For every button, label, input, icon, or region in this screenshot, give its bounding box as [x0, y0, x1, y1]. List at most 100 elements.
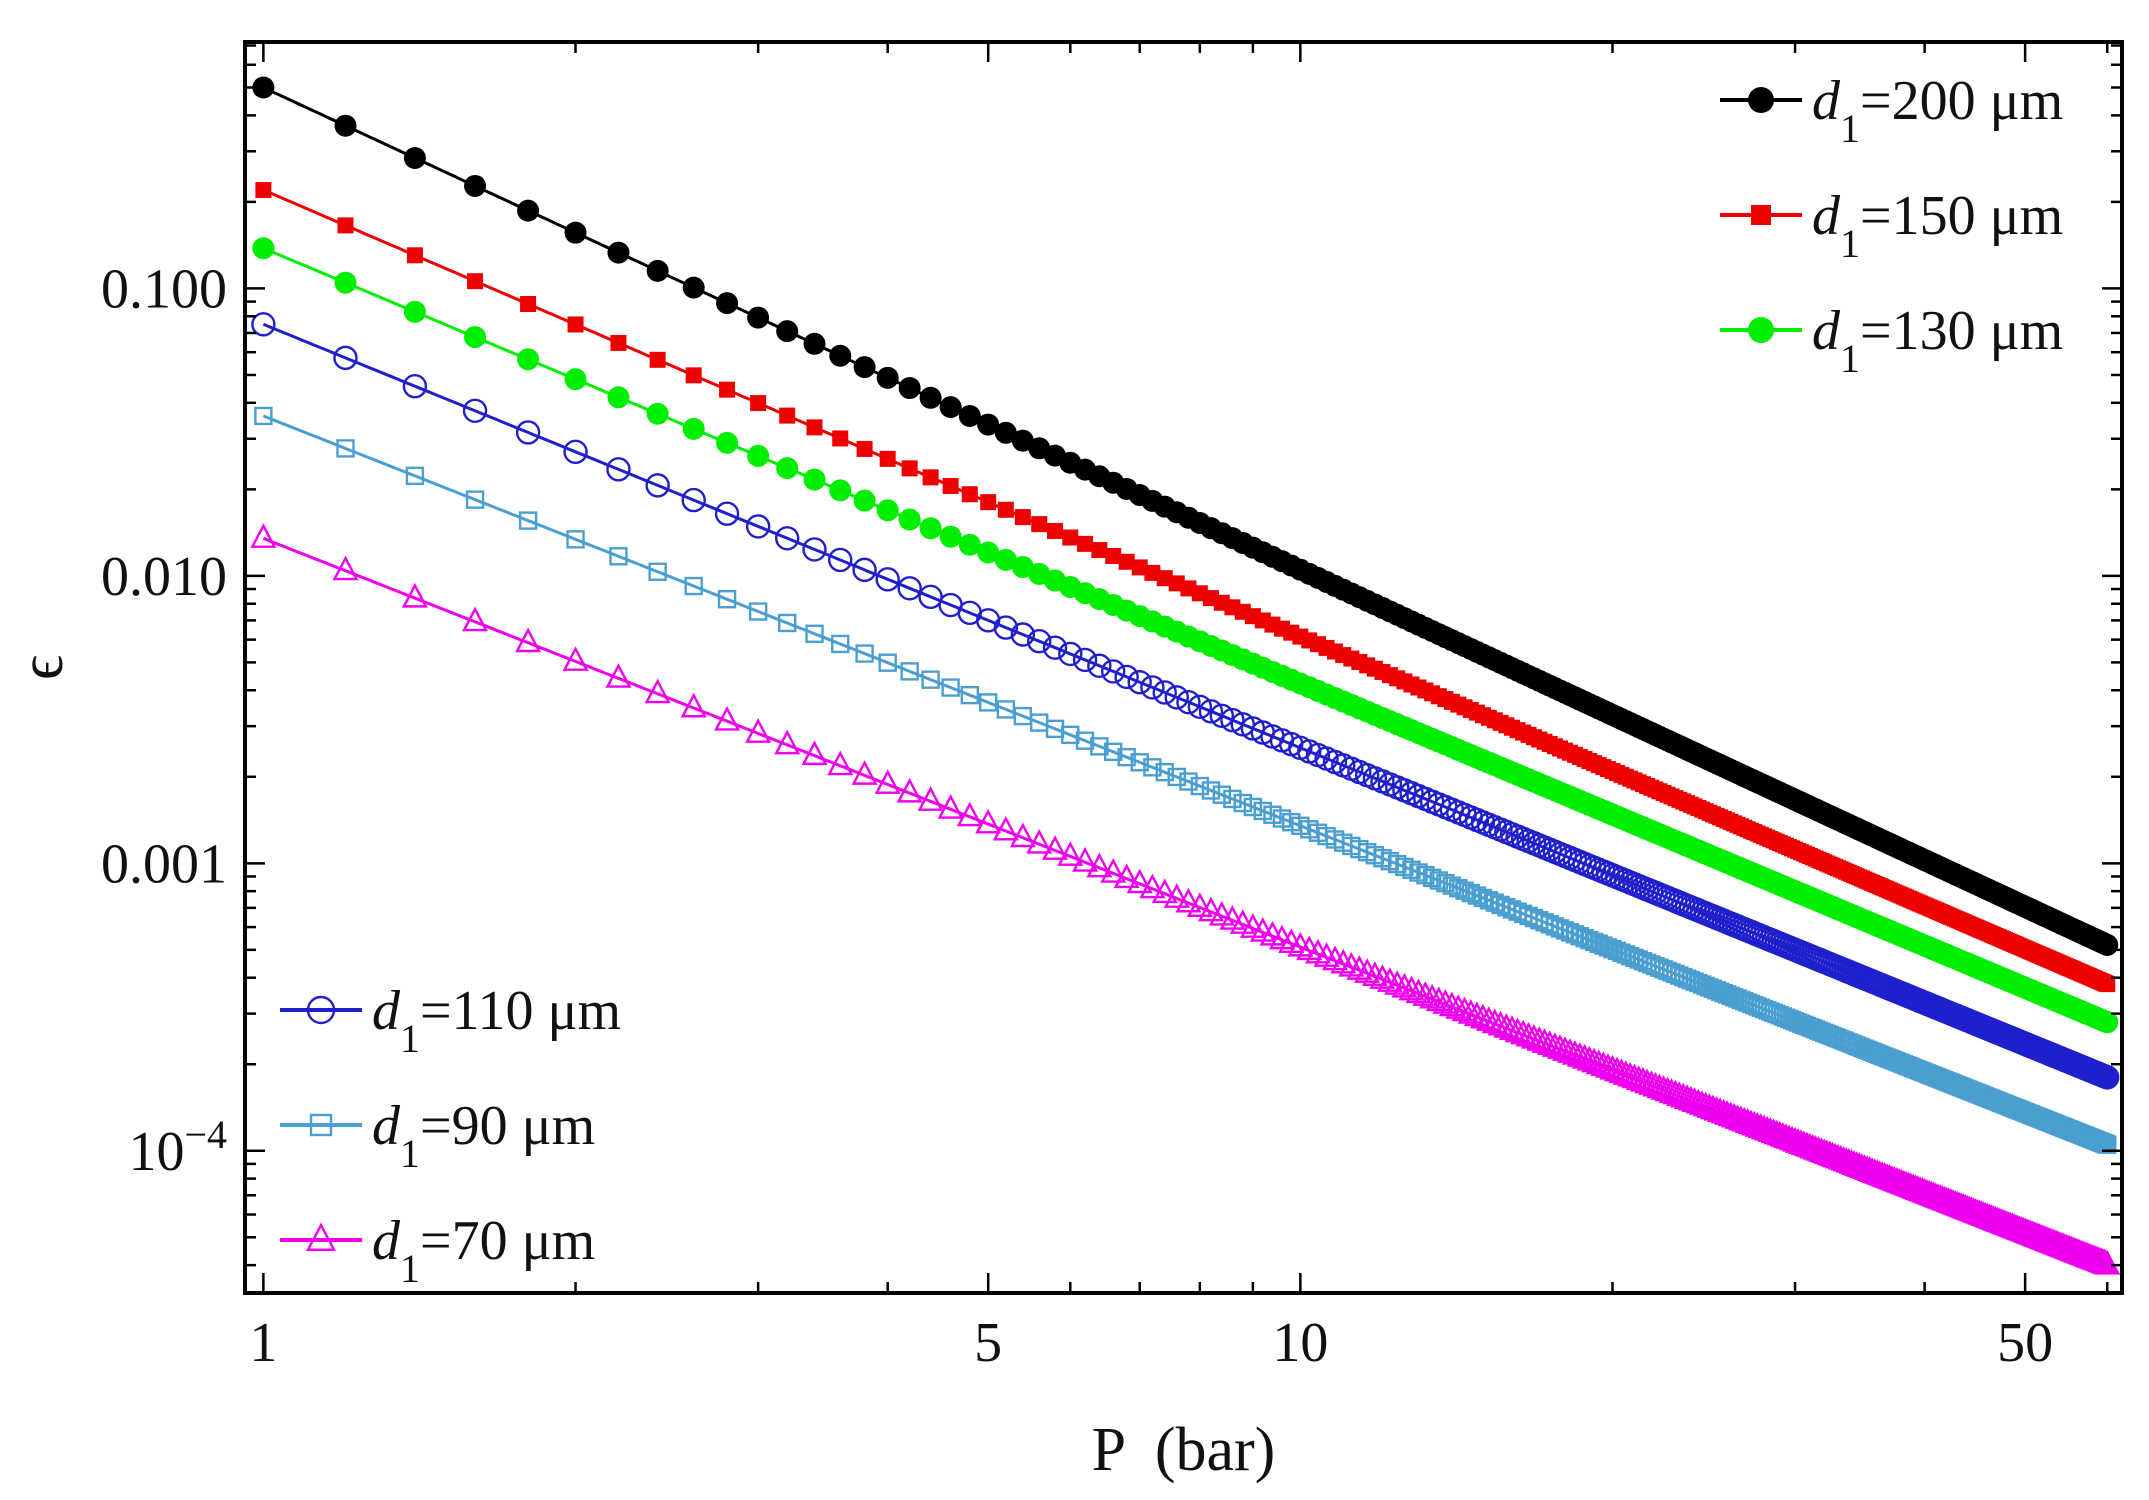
data-point: [942, 477, 959, 494]
data-point: [716, 292, 739, 315]
data-point: [774, 729, 801, 755]
data-point: [1130, 753, 1149, 772]
data-point: [1714, 1100, 1741, 1125]
data-point: [806, 419, 823, 436]
x-tick-label: 5: [974, 1312, 1002, 1374]
data-point: [1164, 685, 1189, 710]
data-point: [1515, 1021, 1542, 1047]
data-point: [336, 439, 355, 458]
series-4: [254, 406, 2117, 1154]
data-point: [2098, 1135, 2117, 1154]
data-point: [776, 457, 799, 480]
data-point: [1354, 958, 1381, 983]
data-point: [1175, 887, 1202, 913]
data-point: [977, 541, 1000, 564]
data-point: [1560, 923, 1580, 942]
data-point: [684, 576, 703, 596]
data-point: [922, 469, 939, 486]
legend-bottom-left: d1=110 μm d1=90 μm d1=70 μm: [280, 980, 621, 1291]
data-point: [777, 613, 797, 633]
data-point: [515, 627, 542, 653]
data-point: [1212, 785, 1232, 804]
data-point: [975, 808, 1002, 834]
data-point: [879, 450, 896, 467]
data-point: [1445, 994, 1472, 1019]
data-point: [1156, 570, 1173, 587]
data-point: [1075, 731, 1095, 750]
data-point: [1072, 847, 1099, 872]
data-point: [1151, 878, 1178, 904]
series-2: [252, 237, 2119, 1034]
data-point: [681, 487, 706, 513]
data-point: [1118, 553, 1135, 570]
data-point: [980, 494, 997, 511]
data-point: [900, 662, 919, 681]
data-point: [1510, 1019, 1537, 1045]
data-point: [1126, 868, 1153, 894]
data-point: [1042, 635, 1068, 660]
data-point: [802, 537, 827, 562]
data-point: [1650, 1075, 1677, 1100]
data-point: [779, 407, 796, 424]
data-point: [1219, 905, 1246, 930]
legend-swatch-marker: [1748, 317, 1774, 343]
legend-label: d1=200 μm: [1812, 70, 2063, 151]
data-point: [747, 444, 770, 467]
data-point: [1027, 628, 1052, 654]
data-point: [1412, 981, 1439, 1006]
data-point: [829, 344, 852, 367]
data-point: [719, 381, 736, 398]
data-point: [937, 794, 964, 819]
data-point: [1113, 863, 1140, 889]
data-point: [607, 241, 630, 264]
data-point: [1520, 1023, 1547, 1049]
data-point: [1526, 1026, 1553, 1051]
data-point: [562, 646, 589, 671]
data-point: [609, 547, 628, 566]
legend-swatch-marker: [1751, 205, 1771, 225]
data-point: [1689, 1090, 1716, 1115]
data-point: [1449, 878, 1468, 898]
data-point: [803, 468, 826, 491]
data-point: [1429, 871, 1449, 890]
data-point: [748, 602, 768, 621]
data-point: [803, 332, 826, 355]
data-point: [680, 692, 707, 718]
data-point: [1575, 928, 1594, 948]
data-point: [334, 114, 357, 137]
data-point: [464, 174, 487, 197]
legend-label: d1=70 μm: [372, 1210, 595, 1291]
data-point: [1139, 873, 1166, 899]
data-point: [1681, 1087, 1708, 1112]
data-point: [1114, 664, 1139, 690]
y-tick-label: 0.001: [101, 833, 227, 895]
data-point: [1422, 868, 1442, 888]
data-point: [467, 273, 484, 290]
data-point: [1685, 1088, 1712, 1114]
data-point: [255, 182, 272, 199]
series-5: [250, 523, 2121, 1275]
data-point: [517, 348, 540, 371]
data-point: [402, 374, 428, 399]
data-point: [1144, 564, 1161, 581]
data-point: [1670, 1082, 1697, 1108]
data-point: [747, 306, 770, 329]
data-point: [1479, 891, 1499, 910]
data-point: [1405, 978, 1432, 1004]
data-point: [646, 402, 669, 425]
data-point: [750, 395, 767, 412]
data-point: [1570, 927, 1590, 946]
data-point: [1198, 699, 1224, 724]
data-point: [1584, 932, 1604, 952]
data-point: [1072, 647, 1098, 673]
data-point: [1057, 841, 1084, 866]
data-point: [851, 760, 878, 785]
data-point: [897, 576, 922, 601]
data-point: [875, 567, 900, 592]
data-point: [1469, 1003, 1496, 1029]
data-point: [252, 237, 275, 260]
legend-item: d1=200 μm: [1720, 70, 2063, 151]
data-point: [977, 413, 1000, 436]
data-point: [464, 326, 487, 349]
